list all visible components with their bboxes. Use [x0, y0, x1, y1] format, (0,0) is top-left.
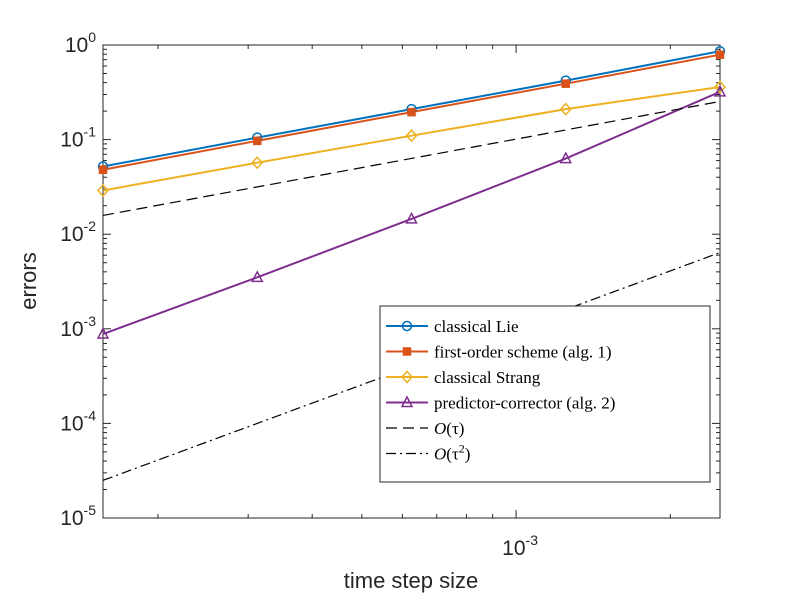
- data-point: [559, 151, 572, 164]
- series-line: [102, 85, 721, 192]
- legend-box: [379, 305, 711, 483]
- data-point: [405, 211, 418, 224]
- legend-label: O(τ2): [434, 442, 470, 464]
- legend: classical Lie first-order scheme (alg. 1)…: [379, 305, 711, 483]
- y-tick-label: 100: [65, 29, 96, 57]
- legend-marker: [400, 370, 414, 384]
- legend-marker: [401, 320, 413, 332]
- data-point: [96, 326, 110, 339]
- reference-line: [102, 100, 721, 217]
- x-axis-label: time step size: [344, 568, 479, 593]
- x-tick-labels: 10-3: [502, 532, 538, 560]
- x-tick-label: 10-3: [502, 532, 538, 560]
- data-point: [713, 84, 727, 97]
- legend-label: classical Strang: [434, 368, 541, 387]
- legend-label: predictor-corrector (alg. 2): [434, 394, 615, 413]
- minor-ticks: [103, 44, 720, 519]
- series-line: [102, 90, 721, 335]
- data-point: [407, 107, 416, 117]
- y-tick-labels: 100 10-1 10-2 10-3 10-4 10-5: [60, 29, 96, 530]
- legend-label: classical Lie: [434, 317, 519, 336]
- data-point: [251, 156, 264, 170]
- y-axis-label: errors: [16, 252, 41, 309]
- data-point: [559, 102, 572, 116]
- y-tick-label: 10-1: [60, 124, 96, 152]
- y-tick-label: 10-4: [60, 407, 96, 435]
- y-tick-label: 10-5: [60, 502, 96, 530]
- y-tick-label: 10-3: [60, 313, 96, 341]
- data-point: [251, 270, 264, 283]
- legend-label: O(τ): [434, 419, 464, 438]
- legend-label: first-order scheme (alg. 1): [434, 343, 611, 362]
- legend-marker: [402, 347, 412, 356]
- data-point: [713, 80, 727, 94]
- legend-marker: [400, 395, 414, 408]
- data-point: [98, 165, 108, 175]
- data-point: [96, 183, 110, 198]
- data-point: [561, 79, 570, 88]
- markers: [96, 45, 727, 339]
- data-point: [253, 136, 262, 146]
- y-tick-label: 10-2: [60, 218, 96, 246]
- data-point: [405, 129, 418, 143]
- data-point: [715, 50, 725, 59]
